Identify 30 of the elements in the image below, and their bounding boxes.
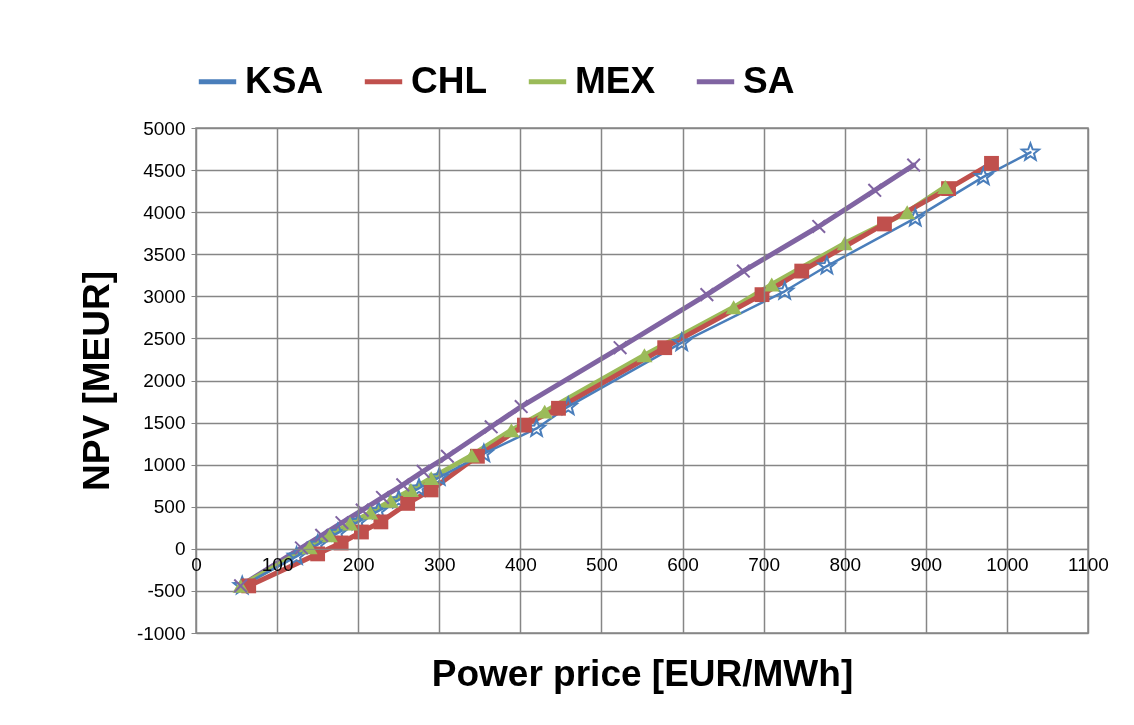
x-tick-label: 1000 (986, 554, 1029, 576)
y-tick-label: 2000 (143, 370, 186, 391)
legend-label: MEX (575, 59, 656, 101)
x-tick-label: 500 (586, 554, 618, 576)
legend-label: CHL (411, 59, 488, 101)
x-tick-label: 600 (667, 554, 699, 576)
x-tick-label: 400 (505, 554, 537, 576)
x-tick-label: 200 (342, 554, 375, 576)
y-tick-label: 3500 (143, 243, 186, 265)
y-tick-label: 4000 (143, 201, 186, 223)
y-tick-label: 2500 (143, 327, 186, 349)
y-tick-label: 1500 (143, 412, 186, 434)
x-tick-label: 1100 (1068, 554, 1109, 576)
x-tick-label: 800 (829, 554, 862, 576)
x-tick-label: 700 (748, 554, 780, 576)
y-tick-label: 0 (174, 538, 186, 560)
y-tick-label: 3000 (143, 285, 186, 307)
y-tick-label: 5000 (143, 117, 186, 139)
x-tick-label: 0 (191, 554, 202, 576)
y-tick-label: -500 (147, 580, 186, 602)
y-tick-label: -1000 (136, 622, 186, 644)
legend-label: KSA (245, 59, 324, 101)
legend-label: SA (743, 59, 795, 101)
x-tick-label: 900 (910, 554, 943, 576)
x-axis-title: Power price [EUR/MWh] (431, 652, 854, 694)
y-axis-title: NPV [MEUR] (75, 271, 117, 491)
y-tick-label: 1000 (143, 454, 186, 476)
y-tick-label: 4500 (143, 159, 186, 181)
y-tick-label: 500 (153, 496, 186, 518)
x-tick-label: 300 (423, 554, 456, 576)
